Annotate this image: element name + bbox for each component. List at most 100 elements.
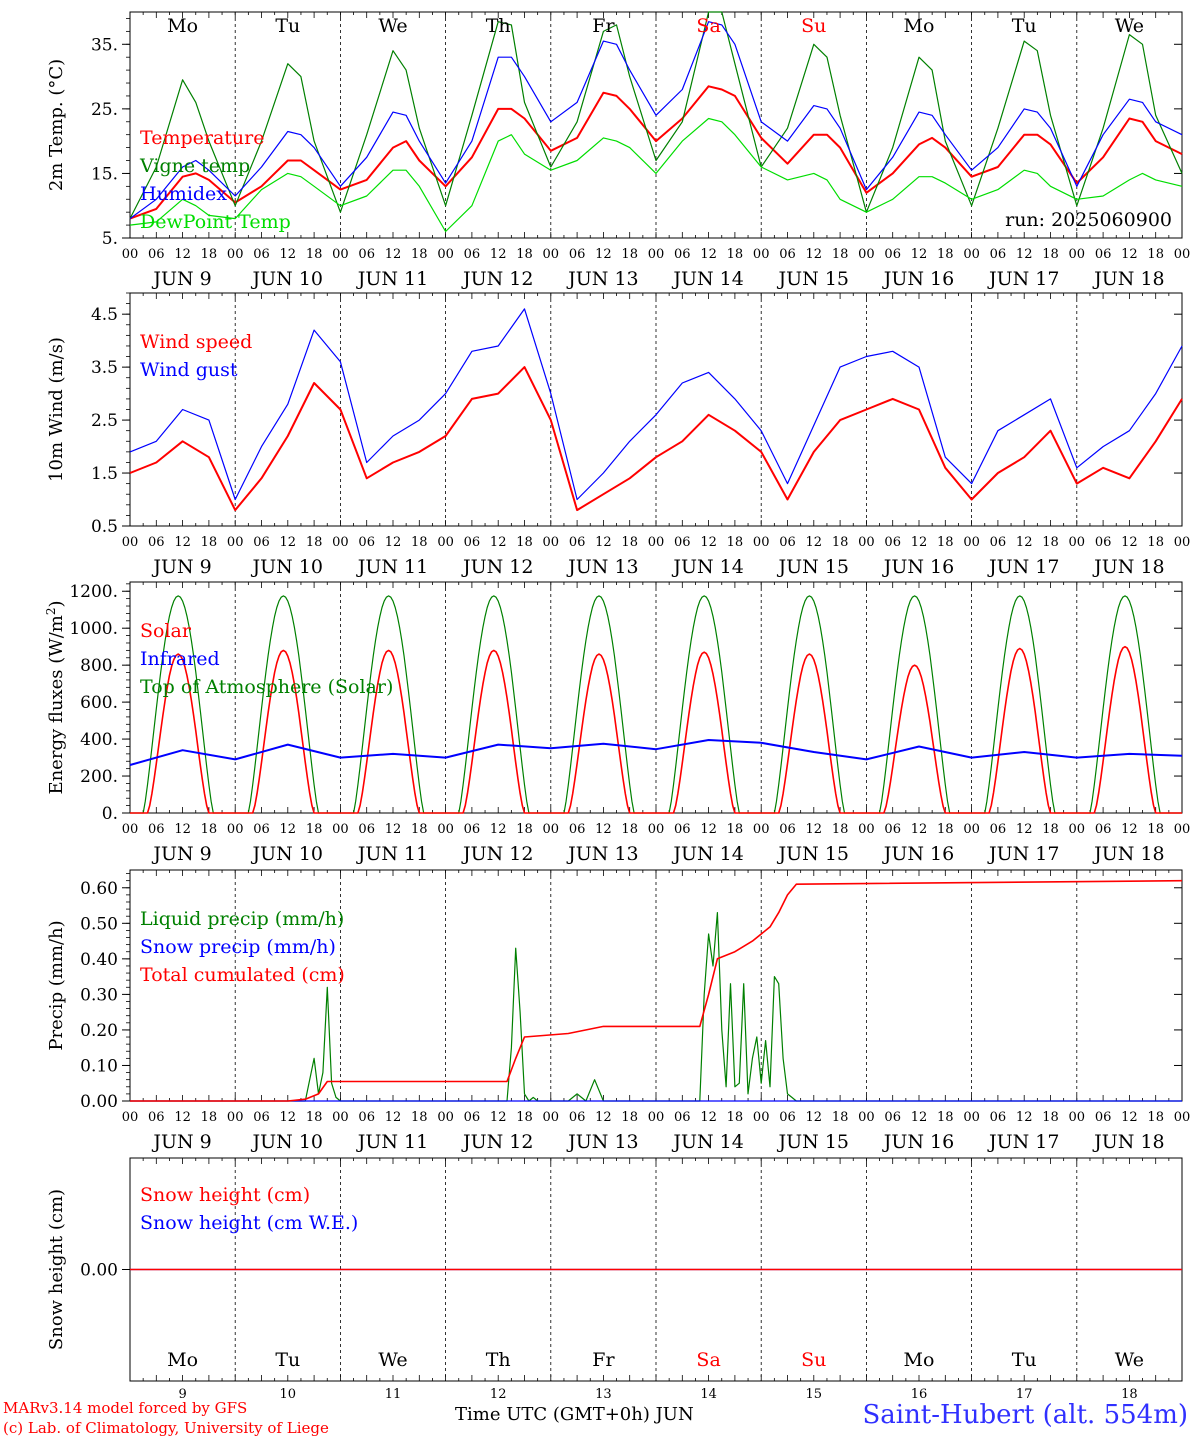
hour-label: 12 bbox=[700, 247, 717, 262]
date-label: JUN 18 bbox=[1092, 1131, 1164, 1153]
day-name: Mo bbox=[904, 1349, 935, 1371]
day-number: 15 bbox=[806, 1387, 823, 1402]
toa-line bbox=[445, 595, 551, 814]
y-tick-label: 0.60 bbox=[80, 879, 118, 899]
hour-label: 00 bbox=[648, 535, 665, 550]
legend-entry: Snow precip (mm/h) bbox=[140, 936, 336, 958]
hour-label: 00 bbox=[437, 535, 454, 550]
hour-label: 18 bbox=[621, 822, 638, 837]
hour-label: 12 bbox=[280, 535, 297, 550]
hour-label: 12 bbox=[385, 1110, 402, 1125]
panel-3: 0.00 0.10 0.20 0.30 0.40 0.50 0.60 Precip (mm/h… bbox=[46, 869, 1183, 1112]
y-tick-label: 0. bbox=[102, 804, 118, 824]
hour-label: 00 bbox=[1069, 247, 1086, 262]
hour-label: 00 bbox=[753, 247, 770, 262]
hour-label: 00 bbox=[858, 1110, 875, 1125]
hour-label: 06 bbox=[569, 822, 586, 837]
date-label: JUN 10 bbox=[251, 556, 323, 578]
hour-label: 06 bbox=[779, 1110, 796, 1125]
hour-label: 06 bbox=[358, 1110, 375, 1125]
hour-label: 18 bbox=[621, 1110, 638, 1125]
legend-entry: DewPoint Temp bbox=[140, 211, 291, 233]
infrared-line bbox=[129, 739, 1183, 766]
legend-entry: Vigne temp bbox=[139, 155, 250, 177]
hour-label: 12 bbox=[280, 247, 297, 262]
day-name: Mo bbox=[904, 15, 935, 37]
day-name: We bbox=[378, 1349, 407, 1371]
legend-entry: Wind speed bbox=[140, 331, 252, 353]
y-tick-label: 15. bbox=[91, 164, 118, 184]
day-name: Tu bbox=[275, 15, 300, 37]
hour-label: 06 bbox=[253, 535, 270, 550]
date-label: JUN 10 bbox=[251, 268, 323, 290]
date-label: JUN 10 bbox=[251, 1131, 323, 1153]
date-label: JUN 16 bbox=[882, 268, 954, 290]
y-tick-label: 400. bbox=[80, 730, 118, 750]
hour-label: 18 bbox=[1042, 535, 1059, 550]
hour-label: 12 bbox=[806, 535, 823, 550]
hour-label: 18 bbox=[516, 822, 533, 837]
date-label: JUN 14 bbox=[671, 268, 743, 290]
hour-label: 18 bbox=[306, 247, 323, 262]
hour-label: 06 bbox=[990, 822, 1007, 837]
hour-label: 18 bbox=[1042, 247, 1059, 262]
hour-label: 06 bbox=[990, 535, 1007, 550]
day-name: Su bbox=[801, 15, 826, 37]
day-name: Mo bbox=[167, 1349, 198, 1371]
y-tick-label: 0.00 bbox=[80, 1092, 118, 1112]
hour-label: 12 bbox=[595, 535, 612, 550]
date-label: JUN 17 bbox=[987, 556, 1059, 578]
hour-label: 00 bbox=[543, 822, 560, 837]
hour-label: 18 bbox=[201, 1110, 218, 1125]
date-label: JUN 15 bbox=[777, 556, 849, 578]
hour-label: 06 bbox=[569, 535, 586, 550]
hour-label: 18 bbox=[832, 1110, 849, 1125]
y-axis-label: 10m Wind (m/s) bbox=[46, 337, 67, 482]
legend-entry: Liquid precip (mm/h) bbox=[140, 908, 344, 930]
hour-label: 18 bbox=[832, 247, 849, 262]
hour-label: 12 bbox=[806, 1110, 823, 1125]
hour-label: 00 bbox=[122, 822, 139, 837]
day-names-bottom: Mo Tu We Th Fr Sa Su Mo Tu We bbox=[167, 1349, 1144, 1371]
hour-label: 00 bbox=[437, 1110, 454, 1125]
hour-label: 06 bbox=[569, 247, 586, 262]
solar-line bbox=[340, 649, 446, 814]
time-axis-label: Time UTC (GMT+0h) JUN bbox=[455, 1404, 694, 1425]
hour-label: 18 bbox=[727, 1110, 744, 1125]
hour-label: 18 bbox=[1147, 1110, 1164, 1125]
hour-label: 06 bbox=[884, 1110, 901, 1125]
day-numbers: 9 10 11 12 13 14 15 16 17 18 bbox=[178, 1387, 1137, 1402]
date-label: JUN 18 bbox=[1092, 843, 1164, 865]
date-label: JUN 11 bbox=[356, 1131, 428, 1153]
hour-label: 00 bbox=[1174, 535, 1191, 550]
hour-label: 00 bbox=[1174, 1110, 1191, 1125]
date-label: JUN 13 bbox=[566, 268, 638, 290]
hour-label: 18 bbox=[937, 822, 954, 837]
hour-label: 12 bbox=[490, 535, 507, 550]
y-tick-label: 35. bbox=[91, 35, 118, 55]
hour-label: 00 bbox=[648, 247, 665, 262]
hour-label: 00 bbox=[1174, 247, 1191, 262]
hour-label: 12 bbox=[806, 247, 823, 262]
hour-label: 06 bbox=[779, 247, 796, 262]
hour-label: 00 bbox=[648, 1110, 665, 1125]
solar-line bbox=[971, 647, 1077, 814]
y-tick-label: 0.5 bbox=[91, 517, 118, 537]
day-name: Tu bbox=[275, 1349, 300, 1371]
date-label: JUN 13 bbox=[566, 1131, 638, 1153]
hour-label: 12 bbox=[280, 822, 297, 837]
model-credit: MARv3.14 model forced by GFS bbox=[3, 1399, 248, 1417]
hour-label: 12 bbox=[700, 535, 717, 550]
hour-label: 00 bbox=[753, 535, 770, 550]
hour-label: 06 bbox=[990, 247, 1007, 262]
solar-line bbox=[1076, 645, 1182, 814]
hour-label: 00 bbox=[437, 822, 454, 837]
hour-label: 18 bbox=[411, 822, 428, 837]
hour-label: 06 bbox=[569, 1110, 586, 1125]
day-name: We bbox=[1115, 15, 1144, 37]
day-name: Th bbox=[486, 1349, 511, 1371]
hour-label: 12 bbox=[1016, 535, 1033, 550]
hour-label: 00 bbox=[963, 535, 980, 550]
toa-line bbox=[340, 595, 446, 814]
